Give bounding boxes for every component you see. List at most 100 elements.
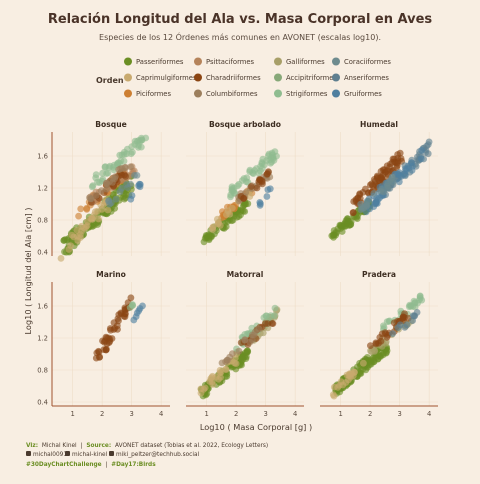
- x-tick-label: 1: [204, 410, 208, 418]
- legend-swatch: [124, 73, 132, 82]
- data-point: [376, 334, 384, 341]
- data-point: [73, 227, 81, 234]
- data-point: [269, 320, 277, 327]
- legend-swatch: [194, 89, 202, 98]
- data-point: [133, 172, 141, 179]
- data-point: [87, 215, 95, 223]
- panel: Pradera 1 2 3 4: [320, 270, 438, 418]
- panel-title: Pradera: [362, 270, 396, 279]
- data-point: [128, 143, 136, 151]
- data-point: [247, 183, 255, 190]
- y-tick-label: 1.6: [37, 302, 48, 310]
- data-point: [240, 194, 248, 202]
- data-point: [82, 223, 90, 231]
- panel: Bosque arbolado: [186, 120, 304, 256]
- data-point: [402, 167, 409, 175]
- legend: Orden Passeriformes Psittaciformes Gallifo…: [96, 57, 391, 98]
- data-point: [403, 321, 411, 329]
- data-point: [111, 205, 119, 212]
- source-text: AVONET dataset (Tobias et al. 2022, Ecol…: [115, 443, 268, 449]
- data-point: [395, 178, 403, 186]
- x-tick-label: 3: [129, 410, 133, 418]
- data-point: [409, 312, 417, 319]
- legend-swatch: [274, 73, 282, 82]
- data-point: [333, 229, 340, 237]
- data-point: [103, 179, 110, 187]
- panel-title: Marino: [96, 270, 126, 279]
- data-point: [241, 336, 249, 344]
- x-tick-label: 2: [100, 410, 104, 418]
- legend-label: Piciformes: [136, 90, 171, 98]
- y-tick-label: 0.4: [37, 398, 48, 406]
- hashtag-day[interactable]: #Day17:Birds: [111, 462, 156, 468]
- source-label: Source:: [86, 443, 111, 449]
- data-point: [129, 148, 136, 156]
- data-point: [370, 190, 378, 197]
- data-point: [120, 151, 128, 159]
- legend-label: Anseriformes: [344, 74, 389, 82]
- x-tick-label: 3: [397, 410, 401, 418]
- data-point: [357, 206, 365, 214]
- caption: Viz: Michal Kinel | Source: AVONET datas…: [26, 443, 268, 468]
- y-tick-label: 0.4: [37, 248, 48, 256]
- linkedin-handle[interactable]: michal-kinel: [72, 452, 108, 458]
- mastodon-handle[interactable]: miki_peltzer@techhub.social: [116, 452, 200, 458]
- data-point: [77, 205, 85, 213]
- data-point: [122, 172, 129, 180]
- data-point: [116, 188, 124, 196]
- data-point: [263, 170, 271, 178]
- data-point: [424, 141, 432, 149]
- data-point: [200, 385, 208, 393]
- data-point: [106, 337, 114, 345]
- data-point: [123, 181, 130, 188]
- data-point: [381, 169, 389, 176]
- data-point: [410, 297, 418, 305]
- hashtag-challenge[interactable]: #30DayChartChallenge: [26, 462, 102, 468]
- data-point: [208, 378, 216, 386]
- data-point: [138, 136, 146, 144]
- data-point: [381, 329, 389, 337]
- data-point: [393, 164, 400, 171]
- data-point: [418, 296, 426, 304]
- data-point: [383, 162, 391, 170]
- legend-label: Columbiformes: [206, 90, 258, 98]
- data-point: [384, 184, 392, 192]
- y-tick-label: 1.2: [37, 334, 48, 342]
- legend-label: Psittaciformes: [206, 58, 255, 66]
- data-point: [255, 325, 263, 333]
- data-point: [351, 368, 358, 376]
- facet-panels: Bosque 0.4 0.8 1.2 1.6 Bosque arbolado Humedal…: [37, 120, 438, 418]
- data-point: [265, 150, 273, 158]
- data-point: [389, 330, 396, 337]
- data-point: [401, 310, 408, 317]
- data-point: [367, 342, 374, 349]
- legend-label: Strigiformes: [286, 90, 328, 98]
- data-point: [241, 208, 249, 215]
- data-point: [373, 195, 380, 202]
- legend-label: Accipitriformes: [286, 74, 337, 82]
- data-point: [204, 234, 212, 242]
- data-point: [395, 171, 403, 179]
- panel: Bosque 0.4 0.8 1.2 1.6: [37, 120, 170, 262]
- panel-title: Humedal: [360, 120, 398, 129]
- x-tick-label: 1: [70, 410, 74, 418]
- data-point: [268, 158, 275, 166]
- viz-author: Michal Kinel: [42, 443, 77, 449]
- data-point: [57, 255, 65, 262]
- data-point: [92, 192, 100, 199]
- github-handle[interactable]: michal0091: [33, 452, 67, 458]
- data-point: [95, 215, 102, 223]
- data-point: [262, 320, 269, 327]
- data-point: [112, 195, 120, 203]
- data-point: [263, 312, 270, 320]
- data-point: [135, 307, 143, 315]
- data-point: [209, 224, 217, 232]
- data-point: [214, 220, 222, 228]
- y-tick-label: 0.8: [37, 366, 48, 374]
- data-point: [372, 340, 380, 348]
- x-tick-label: 2: [234, 410, 238, 418]
- panel-title: Matorral: [227, 270, 264, 279]
- data-point: [232, 365, 240, 373]
- data-point: [216, 369, 224, 377]
